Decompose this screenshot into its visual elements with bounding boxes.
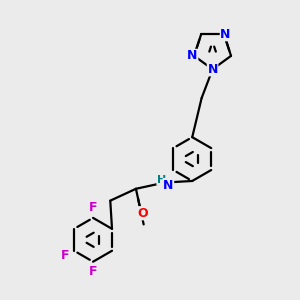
Text: N: N [220, 28, 231, 41]
Text: H: H [157, 175, 166, 185]
Text: N: N [207, 63, 218, 76]
Text: O: O [138, 207, 148, 220]
Text: F: F [89, 201, 97, 214]
Text: N: N [188, 50, 198, 62]
Text: F: F [89, 265, 97, 278]
Text: F: F [61, 249, 70, 262]
Text: N: N [163, 178, 174, 191]
